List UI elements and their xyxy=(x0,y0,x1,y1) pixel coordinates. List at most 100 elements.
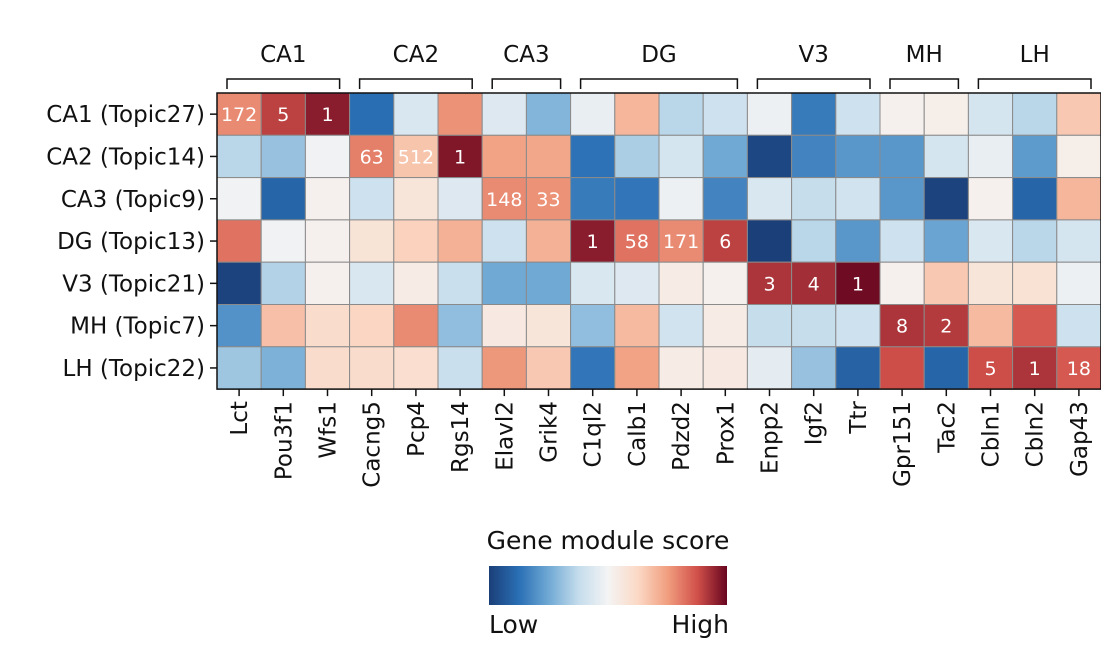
heatmap-cell xyxy=(923,346,969,390)
heatmap-cell xyxy=(481,346,527,390)
column-label: Cbln2 xyxy=(1023,401,1049,467)
heatmap-cell xyxy=(437,304,483,348)
heatmap-cell xyxy=(746,92,793,136)
heatmap-cell xyxy=(260,177,306,221)
heatmap-cell xyxy=(658,346,704,390)
column-labels: Lct Pou3f1 Wfs1 Cacng5 Pcp4 Rgs14 Elavl2 Grik4 C… xyxy=(227,389,1093,488)
column-label: Grik4 xyxy=(537,401,563,463)
heatmap-cell xyxy=(570,92,616,136)
heatmap-cell xyxy=(967,92,1014,136)
heatmap-cell xyxy=(614,134,660,179)
heatmap-cell xyxy=(658,177,704,221)
heatmap-cell xyxy=(702,177,748,221)
column-label: Elavl2 xyxy=(492,401,518,471)
heatmap-cell xyxy=(702,219,748,263)
heatmap-cell xyxy=(304,177,351,221)
heatmap-cell xyxy=(525,261,572,306)
heatmap-cell xyxy=(923,134,969,179)
heatmap-cell xyxy=(260,134,306,179)
heatmap-cell xyxy=(658,92,704,136)
heatmap-cell xyxy=(791,346,837,390)
heatmap-cell xyxy=(260,346,306,390)
cell-annotation: 512 xyxy=(398,146,434,168)
heatmap-cell xyxy=(614,261,660,306)
heatmap-cell xyxy=(1012,219,1058,263)
heatmap-cell xyxy=(349,261,395,306)
heatmap-cell xyxy=(437,177,483,221)
heatmap-cell xyxy=(525,177,572,221)
heatmap-cell xyxy=(614,346,660,390)
heatmap-cell xyxy=(216,304,262,348)
heatmap-cell xyxy=(702,346,748,390)
heatmap-cell xyxy=(1012,304,1058,348)
heatmap-cell xyxy=(437,261,483,306)
column-group-brackets: CA1 CA2 CA3 DG V3 MH LH xyxy=(226,42,1092,89)
heatmap-cell xyxy=(702,134,748,179)
heatmap-cell xyxy=(304,134,351,179)
heatmap-cell xyxy=(437,219,483,263)
column-label: Pou3f1 xyxy=(271,401,297,480)
heatmap-cell xyxy=(216,92,262,136)
heatmap-cell xyxy=(746,346,793,390)
heatmap-cell xyxy=(835,92,881,136)
row-label: CA1 (Topic27) xyxy=(46,102,205,128)
cell-annotation: 5 xyxy=(984,358,996,380)
heatmap-cell xyxy=(967,219,1014,263)
group-bracket xyxy=(889,78,960,89)
cell-annotation: 148 xyxy=(486,189,522,211)
cell-annotation: 18 xyxy=(1067,358,1091,380)
cell-annotation: 171 xyxy=(663,231,699,253)
heatmap-cell xyxy=(835,134,881,179)
heatmap-cell xyxy=(1056,304,1101,348)
heatmap-cell xyxy=(658,304,704,348)
heatmap-cell xyxy=(349,219,395,263)
heatmap-cell xyxy=(791,261,837,306)
cell-annotation: 1 xyxy=(1029,358,1041,380)
column-label: Enpp2 xyxy=(758,401,784,474)
heatmap-cell xyxy=(216,177,262,221)
cell-annotation: 2 xyxy=(940,316,952,338)
heatmap-cell xyxy=(525,346,572,390)
row-label: V3 (Topic21) xyxy=(62,271,205,297)
heatmap-cell xyxy=(216,219,262,263)
heatmap-cell xyxy=(879,219,925,263)
column-label: Cacng5 xyxy=(360,401,386,488)
heatmap-cell xyxy=(393,219,439,263)
heatmap-cell xyxy=(791,92,837,136)
group-bracket xyxy=(226,78,341,89)
group-label: CA2 xyxy=(393,42,439,68)
heatmap-cell xyxy=(658,261,704,306)
cell-annotation: 1 xyxy=(321,104,333,126)
heatmap-cell xyxy=(1056,134,1101,179)
heatmap-cell xyxy=(923,219,969,263)
heatmap-cell xyxy=(791,219,837,263)
heatmap-cell xyxy=(525,134,572,179)
heatmap-cell xyxy=(393,261,439,306)
heatmap-cell xyxy=(393,304,439,348)
heatmap-cell xyxy=(1056,92,1101,136)
heatmap-cell xyxy=(923,92,969,136)
heatmap-cell xyxy=(437,346,483,390)
heatmap-cell xyxy=(746,219,793,263)
column-label: Rgs14 xyxy=(448,401,474,473)
heatmap-cell xyxy=(393,346,439,390)
heatmap-cell xyxy=(923,261,969,306)
cell-annotation: 8 xyxy=(896,316,908,338)
heatmap-cell xyxy=(835,346,881,390)
colorbar-low-label: Low xyxy=(489,610,538,639)
heatmap-cell xyxy=(614,177,660,221)
heatmap-cell xyxy=(570,134,616,179)
group-bracket xyxy=(579,78,739,89)
row-label: LH (Topic22) xyxy=(63,356,205,382)
heatmap-cell xyxy=(967,261,1014,306)
heatmap-cell xyxy=(481,92,527,136)
heatmap-cell xyxy=(393,177,439,221)
heatmap-cell xyxy=(1056,346,1101,390)
row-label: CA3 (Topic9) xyxy=(61,187,205,213)
heatmap-cell xyxy=(923,177,969,221)
heatmap-cell xyxy=(570,261,616,306)
column-label: C1ql2 xyxy=(581,401,607,467)
column-label: Igf2 xyxy=(802,401,828,445)
heatmap-cell xyxy=(791,134,837,179)
